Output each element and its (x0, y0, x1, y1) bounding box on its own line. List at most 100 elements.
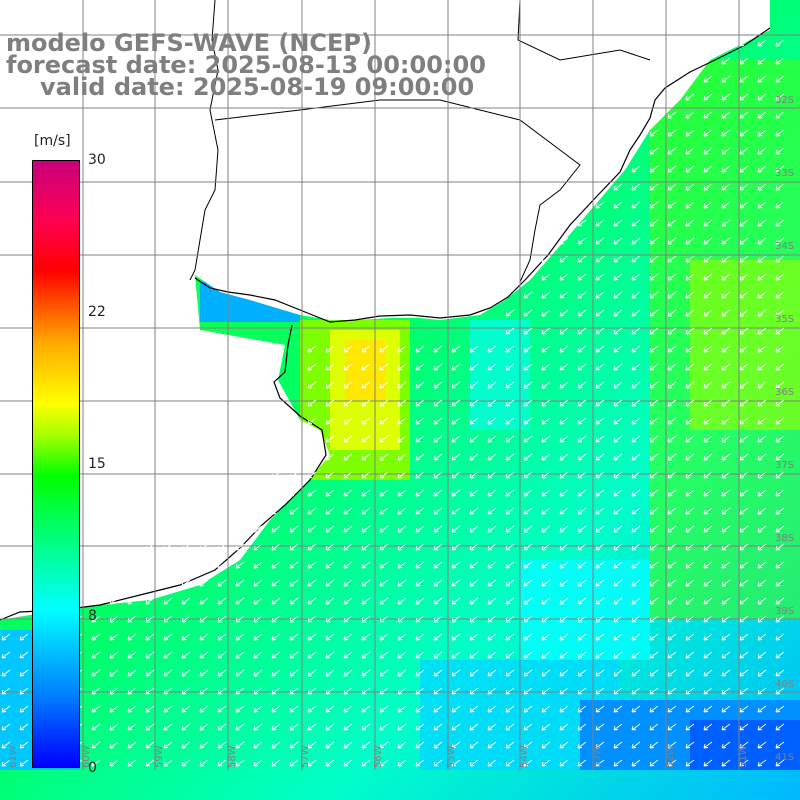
wind-arrow (667, 363, 677, 371)
wind-arrow (127, 615, 137, 623)
wind-arrow (613, 615, 623, 623)
wind-arrow (559, 651, 569, 659)
wind-arrow (325, 651, 335, 659)
wind-arrow (721, 219, 731, 227)
wind-arrow (703, 525, 713, 533)
wind-arrow (595, 399, 605, 407)
wind-arrow (1, 651, 11, 659)
wind-arrow (721, 93, 731, 101)
wind-arrow (469, 453, 479, 461)
wind-arrow (343, 669, 353, 677)
wind-arrow (271, 723, 281, 731)
wind-arrow (433, 489, 443, 497)
wind-arrow (595, 219, 605, 227)
wind-arrow (685, 741, 695, 749)
wind-arrow (613, 525, 623, 533)
wind-arrow (361, 723, 371, 731)
wind-arrow (667, 507, 677, 515)
wind-arrow (595, 741, 605, 749)
wind-arrow (649, 525, 659, 533)
wind-arrow (685, 615, 695, 623)
wind-arrow (721, 489, 731, 497)
wind-arrow (559, 417, 569, 425)
wind-arrow (757, 147, 767, 155)
wind-arrow (775, 165, 785, 173)
wind-arrow (775, 471, 785, 479)
wind-arrow (415, 723, 425, 731)
wind-arrow (775, 687, 785, 695)
wind-arrow (631, 255, 641, 263)
wind-arrow (703, 669, 713, 677)
wind-arrow (397, 525, 407, 533)
wind-arrow (127, 579, 137, 587)
wind-arrow (613, 237, 623, 245)
wind-arrow (613, 453, 623, 461)
wind-arrow (595, 525, 605, 533)
colorbar-tick-0: 0 (88, 760, 97, 776)
wind-arrow (217, 507, 227, 515)
wind-arrow (145, 759, 155, 767)
wind-arrow (685, 561, 695, 569)
wind-arrow (235, 579, 245, 587)
wind-arrow (1, 633, 11, 641)
wind-arrow (649, 651, 659, 659)
wind-arrow (739, 435, 749, 443)
wind-arrow (415, 759, 425, 767)
wind-arrow (703, 183, 713, 191)
forecast-date: forecast date: 2025-08-13 00:00:00 (6, 51, 486, 79)
wind-arrow (397, 489, 407, 497)
wind-arrow (217, 651, 227, 659)
latitude-label: 33S (775, 168, 794, 179)
wind-arrow (289, 723, 299, 731)
wind-arrow (703, 453, 713, 461)
wind-arrow (271, 525, 281, 533)
wind-arrow (523, 399, 533, 407)
wind-arrow (361, 471, 371, 479)
colorbar-tick-15: 15 (88, 456, 106, 472)
wind-arrow (721, 309, 731, 317)
wind-arrow (505, 633, 515, 641)
wind-arrow (325, 579, 335, 587)
wind-arrow (487, 525, 497, 533)
wind-arrow (325, 543, 335, 551)
wind-arrow (721, 633, 731, 641)
wind-arrow (397, 705, 407, 713)
wind-arrow (577, 705, 587, 713)
wind-arrow (523, 489, 533, 497)
wind-arrow (487, 579, 497, 587)
wind-arrow (613, 417, 623, 425)
wind-arrow (757, 75, 767, 83)
wind-arrow (361, 597, 371, 605)
wind-arrow (433, 741, 443, 749)
wind-arrow (19, 741, 29, 749)
wind-arrow (307, 741, 317, 749)
wind-arrow (505, 651, 515, 659)
wind-arrow (361, 543, 371, 551)
wind-arrow (577, 363, 587, 371)
wind-arrow (775, 759, 785, 767)
wind-arrow (757, 345, 767, 353)
wind-arrow (433, 507, 443, 515)
wind-arrow (739, 597, 749, 605)
wind-arrow (91, 669, 101, 677)
wind-arrow (595, 237, 605, 245)
wind-arrow (559, 633, 569, 641)
wind-arrow (667, 705, 677, 713)
wind-arrow (685, 291, 695, 299)
wind-arrow (757, 381, 767, 389)
wind-arrow (757, 165, 767, 173)
wind-arrow (685, 579, 695, 587)
colorbar-tick-8: 8 (88, 608, 97, 624)
wind-arrow (649, 597, 659, 605)
wind-arrow (505, 453, 515, 461)
wind-arrow (577, 525, 587, 533)
wind-arrow (595, 705, 605, 713)
wind-arrow (181, 723, 191, 731)
wind-arrow (451, 471, 461, 479)
wind-arrow (415, 633, 425, 641)
wind-arrow (595, 327, 605, 335)
wind-arrow (757, 597, 767, 605)
wind-arrow (667, 561, 677, 569)
wind-arrow (343, 417, 353, 425)
wind-arrow (325, 741, 335, 749)
